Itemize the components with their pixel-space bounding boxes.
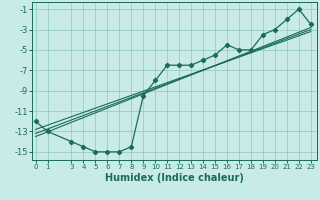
X-axis label: Humidex (Indice chaleur): Humidex (Indice chaleur): [105, 173, 244, 183]
